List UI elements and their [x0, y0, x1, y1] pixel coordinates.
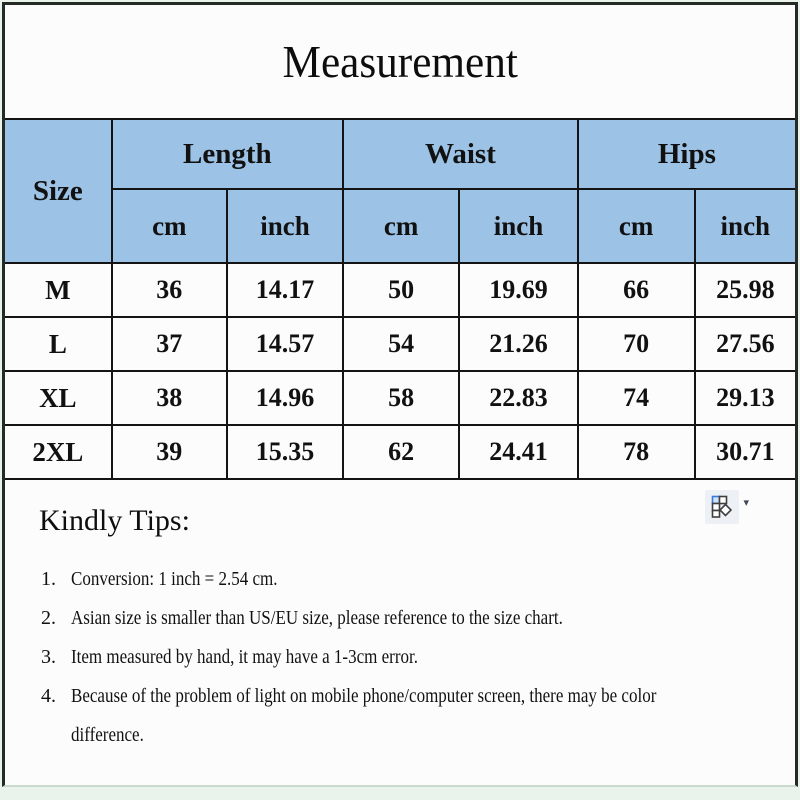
size-table: Size Length Waist Hips cm inch cm inch c… [5, 119, 795, 479]
dropdown-arrow-icon[interactable]: ▾ [743, 496, 749, 509]
value-cell: 14.17 [225, 262, 345, 318]
tip-text: Item measured by hand, it may have a 1-3… [71, 646, 418, 668]
tip-number: 3. [41, 646, 56, 668]
value-cell: 14.96 [225, 370, 345, 426]
tips-list: 1. Conversion: 1 inch = 2.54 cm. 2. Asia… [41, 560, 795, 755]
tips-heading: Kindly Tips: [39, 504, 190, 537]
value-cell: 30.71 [693, 424, 795, 479]
value-cell: 38 [110, 370, 228, 426]
table-unit-header-row: cm inch cm inch cm inch [5, 188, 795, 264]
value-cell: 22.83 [458, 370, 579, 426]
table-row-l: L 37 14.57 54 21.26 70 27.56 [5, 316, 795, 372]
tip-item: 2. Asian size is smaller than US/EU size… [41, 599, 795, 638]
value-cell: 36 [110, 262, 228, 318]
size-label: L [5, 316, 113, 372]
value-cell: 14.57 [225, 316, 345, 372]
document-frame: Measurement Size Length Waist Hips cm in… [2, 2, 798, 787]
table-options-widget: ▾ [705, 490, 749, 524]
value-cell: 27.56 [693, 316, 795, 372]
value-cell: 66 [576, 262, 696, 318]
unit-header-length-inch: inch [225, 188, 345, 264]
size-label: 2XL [5, 424, 113, 479]
value-cell: 58 [342, 370, 461, 426]
unit-header-hips-cm: cm [576, 188, 696, 264]
value-cell: 39 [110, 424, 228, 479]
value-cell: 25.98 [693, 262, 795, 318]
tip-item: 4. Because of the problem of light on mo… [41, 677, 795, 755]
value-cell: 24.41 [458, 424, 579, 479]
table-row-xl: XL 38 14.96 58 22.83 74 29.13 [5, 370, 795, 426]
table-row-2xl: 2XL 39 15.35 62 24.41 78 30.71 [5, 424, 795, 479]
value-cell: 50 [342, 262, 461, 318]
unit-header-length-cm: cm [110, 188, 228, 264]
tip-text: Because of the problem of light on mobil… [71, 685, 657, 746]
unit-header-waist-cm: cm [342, 188, 461, 264]
tip-number: 1. [41, 568, 56, 590]
table-row-m: M 36 14.17 50 19.69 66 25.98 [5, 262, 795, 318]
unit-header-hips-inch: inch [693, 188, 795, 264]
value-cell: 19.69 [458, 262, 579, 318]
table-options-icon[interactable] [705, 490, 740, 524]
unit-header-waist-inch: inch [458, 188, 579, 264]
tip-number: 2. [41, 607, 56, 629]
value-cell: 29.13 [693, 370, 795, 426]
value-cell: 15.35 [225, 424, 345, 479]
column-header-size: Size [5, 119, 113, 264]
table-group-header-row: Size Length Waist Hips [5, 119, 795, 264]
value-cell: 62 [342, 424, 461, 479]
column-header-hips: Hips [576, 119, 795, 190]
tip-item: 1. Conversion: 1 inch = 2.54 cm. [41, 560, 795, 599]
value-cell: 70 [576, 316, 696, 372]
column-header-length: Length [110, 119, 345, 190]
value-cell: 21.26 [458, 316, 579, 372]
size-label: XL [5, 370, 113, 426]
value-cell: 74 [576, 370, 696, 426]
tip-number: 4. [41, 685, 56, 707]
tip-text: Conversion: 1 inch = 2.54 cm. [71, 568, 278, 590]
tips-section: ▾ Kindly Tips: 1. Conversion: 1 inch = 2… [5, 478, 795, 785]
size-label: M [5, 262, 113, 318]
page-title: Measurement [282, 36, 518, 87]
tip-text: Asian size is smaller than US/EU size, p… [71, 607, 563, 629]
tip-item: 3. Item measured by hand, it may have a … [41, 638, 795, 677]
value-cell: 54 [342, 316, 461, 372]
value-cell: 78 [576, 424, 696, 479]
column-header-waist: Waist [342, 119, 579, 190]
value-cell: 37 [110, 316, 228, 372]
title-box: Measurement [5, 5, 795, 120]
